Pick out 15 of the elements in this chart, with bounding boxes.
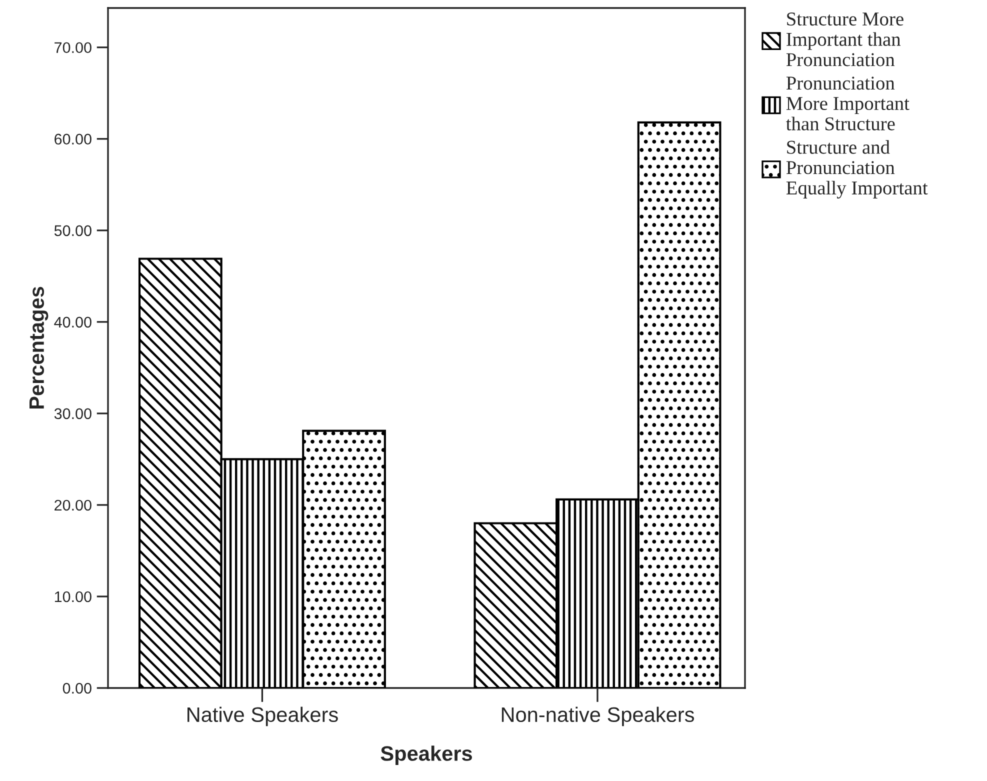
y-tick-label: 60.00 (54, 134, 92, 145)
legend-label: Structure and Pronunciation Equally Important (786, 140, 928, 199)
y-tick-label: 30.00 (54, 408, 92, 420)
x-tick-label: Non-native Speakers (502, 706, 694, 726)
legend-label: Pronunciation More Important than Structure (786, 76, 910, 130)
y-axis-title: Percentages (30, 286, 48, 409)
y-tick-label: 70.00 (54, 42, 92, 54)
y-tick-label: 0.00 (62, 682, 92, 694)
x-tick-label: Native Speakers (188, 706, 338, 726)
y-tick-label: 10.00 (54, 591, 92, 602)
legend-label: Structure More Important than Pronunciation (786, 12, 904, 66)
x-axis-title: Speakers (380, 746, 472, 766)
y-tick-label: 40.00 (54, 316, 92, 328)
y-tick-label: 50.00 (54, 225, 92, 236)
y-tick-label: 20.00 (54, 500, 92, 511)
